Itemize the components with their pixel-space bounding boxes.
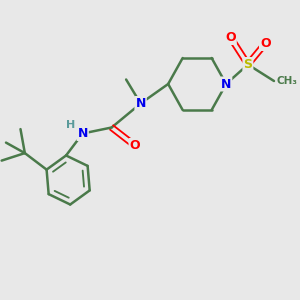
Text: H: H bbox=[66, 120, 75, 130]
Text: O: O bbox=[260, 37, 271, 50]
Text: CH₃: CH₃ bbox=[276, 76, 297, 86]
Text: N: N bbox=[135, 97, 146, 110]
Text: N: N bbox=[221, 77, 231, 91]
Text: S: S bbox=[243, 58, 252, 71]
Text: O: O bbox=[130, 139, 140, 152]
Text: O: O bbox=[225, 31, 236, 44]
Text: N: N bbox=[77, 127, 88, 140]
